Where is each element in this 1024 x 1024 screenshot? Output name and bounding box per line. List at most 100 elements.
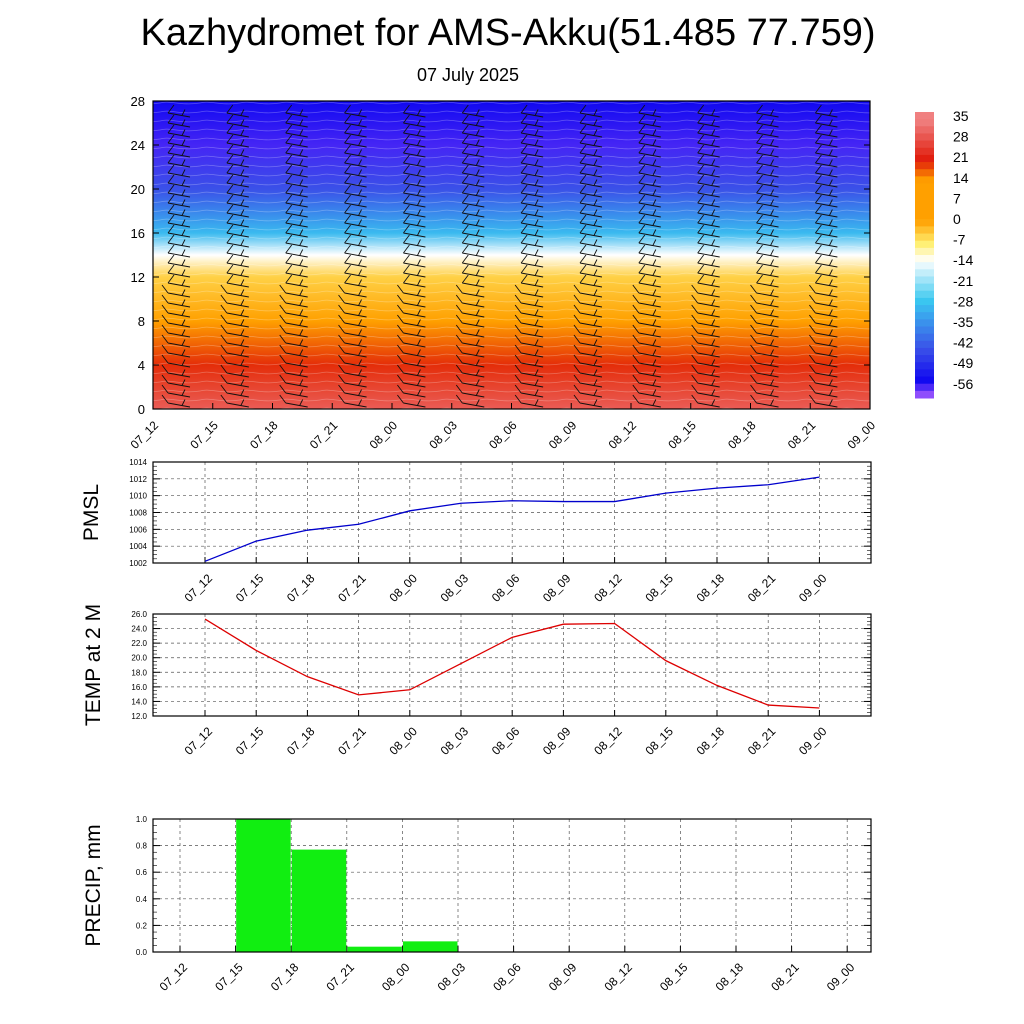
wind-barb xyxy=(461,114,485,128)
wind-barb xyxy=(403,234,426,248)
heatmap-x-tick-label: 08_09 xyxy=(546,418,580,452)
wind-barb xyxy=(344,214,367,228)
wind-barb xyxy=(750,354,779,368)
wind-barb xyxy=(697,114,720,128)
wind-barb xyxy=(514,364,544,378)
wind-barb xyxy=(756,264,779,278)
wind-barb xyxy=(344,264,367,278)
wind-barb xyxy=(285,264,308,278)
wind-barb xyxy=(697,264,720,278)
precip-bar xyxy=(402,941,458,952)
wind-barb xyxy=(756,204,779,218)
x-tick-label: 08_03 xyxy=(438,571,472,605)
wind-barb xyxy=(632,314,661,328)
wind-barb xyxy=(397,294,426,308)
wind-barb xyxy=(638,124,661,138)
wind-barb xyxy=(161,354,191,368)
wind-barb xyxy=(161,324,191,338)
wind-barb xyxy=(344,184,367,198)
wind-barb xyxy=(573,374,603,388)
wind-barb xyxy=(403,204,426,218)
x-tick-label: 07_12 xyxy=(182,571,216,605)
wind-barb xyxy=(338,334,367,348)
wind-barb xyxy=(161,384,191,398)
colorbar-swatch xyxy=(915,147,934,156)
wind-barb xyxy=(338,324,367,338)
colorbar-swatch xyxy=(915,290,934,299)
wind-barb xyxy=(691,304,720,318)
wind-barb xyxy=(632,354,661,368)
y-tick-label: 18.0 xyxy=(131,668,147,677)
wind-barb xyxy=(697,164,720,178)
wind-barb xyxy=(220,294,249,308)
heatmap-y-tick-label: 0 xyxy=(138,402,145,417)
wind-barb xyxy=(579,174,603,188)
wind-barb xyxy=(226,144,249,158)
x-tick-label: 08_21 xyxy=(768,960,802,994)
x-tick-label: 07_21 xyxy=(335,724,369,758)
colorbar-swatch xyxy=(915,247,934,256)
wind-barb xyxy=(344,104,367,118)
heatmap-x-tick-label: 08_15 xyxy=(665,418,699,452)
wind-barb xyxy=(397,364,426,378)
wind-barb xyxy=(750,314,779,328)
wind-barb xyxy=(220,344,249,358)
wind-barb xyxy=(691,294,720,308)
colorbar-swatch xyxy=(915,326,934,335)
wind-barb xyxy=(697,154,720,168)
wind-barb xyxy=(756,114,779,128)
wind-barb xyxy=(750,324,779,338)
wind-barb xyxy=(756,124,779,138)
wind-barb xyxy=(397,354,426,368)
wind-barb xyxy=(455,374,485,388)
wind-barb xyxy=(344,194,367,208)
wind-barb xyxy=(573,384,603,398)
wind-barb xyxy=(397,304,426,318)
colorbar-swatch xyxy=(915,255,934,263)
x-tick-label: 08_06 xyxy=(489,571,523,605)
wind-barb xyxy=(461,134,485,148)
colorbar-swatch xyxy=(915,262,934,270)
wind-barb xyxy=(226,274,249,288)
heatmap-y-tick-label: 24 xyxy=(131,138,145,153)
wind-barb xyxy=(285,154,308,168)
x-tick-label: 08_21 xyxy=(745,571,779,605)
wind-barb xyxy=(338,304,367,318)
x-tick-label: 07_18 xyxy=(284,571,318,605)
wind-barb xyxy=(756,174,779,188)
colorbar-swatch xyxy=(915,297,934,306)
wind-barb xyxy=(750,344,779,358)
wind-barb xyxy=(691,334,720,348)
wind-barb xyxy=(638,104,661,118)
wind-barb xyxy=(691,374,720,388)
wind-barb xyxy=(338,374,367,388)
y-tick-label: 1010 xyxy=(129,492,147,501)
wind-barb xyxy=(167,254,191,268)
wind-barb xyxy=(809,304,838,318)
wind-barb xyxy=(403,264,426,278)
panel-frame xyxy=(152,818,872,953)
wind-barb xyxy=(750,304,779,318)
wind-barb xyxy=(579,214,603,228)
wind-barb xyxy=(167,234,191,248)
wind-barb xyxy=(226,164,249,178)
colorbar-label: 21 xyxy=(953,149,969,165)
wind-barb xyxy=(338,354,367,368)
wind-barb xyxy=(403,154,426,168)
wind-barb xyxy=(579,274,603,288)
wind-barb xyxy=(809,294,838,308)
wind-barb xyxy=(514,354,544,368)
wind-barb xyxy=(638,254,661,268)
wind-barb xyxy=(344,124,367,138)
wind-barb xyxy=(220,354,249,368)
wind-barb xyxy=(697,194,720,208)
wind-barb xyxy=(520,144,544,158)
colorbar-label: 28 xyxy=(953,129,969,145)
x-tick-label: 08_09 xyxy=(546,960,580,994)
heatmap-x-tick-label: 07_12 xyxy=(128,418,162,452)
precip-bar xyxy=(347,946,402,952)
wind-barb xyxy=(750,384,779,398)
wind-barb xyxy=(756,164,779,178)
wind-barb xyxy=(285,124,308,138)
wind-barb xyxy=(691,324,720,338)
